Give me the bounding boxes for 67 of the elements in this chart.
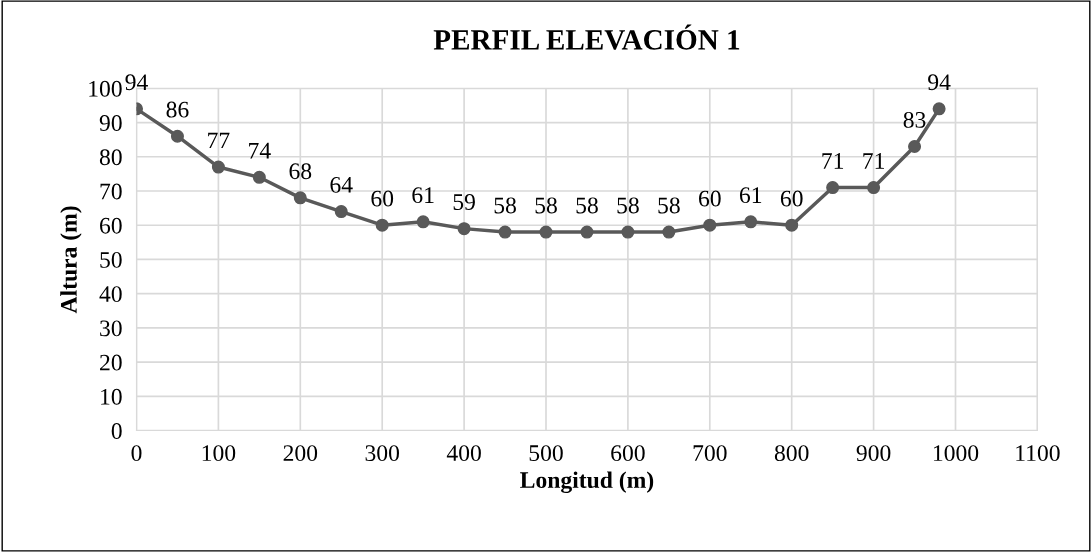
y-tick-label: 100 xyxy=(89,80,122,97)
data-label: 61 xyxy=(739,187,762,204)
point xyxy=(580,225,594,239)
point xyxy=(908,139,922,154)
data-label: 60 xyxy=(699,190,721,207)
data-label: 94 xyxy=(125,74,148,91)
point xyxy=(867,181,881,195)
data-label: 94 xyxy=(928,74,951,91)
data-label: 58 xyxy=(658,197,680,214)
chart-title: PERFIL ELEVACIÓN 1 xyxy=(433,24,740,50)
x-tick-label: 1100 xyxy=(1016,445,1060,462)
x-tick-label: 900 xyxy=(856,445,891,462)
data-label: 74 xyxy=(249,142,271,159)
data-label: 61 xyxy=(412,187,434,204)
y-tick-label: 40 xyxy=(99,286,122,303)
point xyxy=(826,181,840,195)
data-label: 59 xyxy=(453,194,475,210)
data-label: 60 xyxy=(780,190,803,207)
point xyxy=(498,225,512,239)
x-tick-label: 100 xyxy=(202,445,236,462)
x-tick-label: 200 xyxy=(283,445,318,462)
data-label: 58 xyxy=(535,197,557,214)
y-tick-label: 50 xyxy=(100,251,122,268)
y-tick-label: 60 xyxy=(100,217,122,234)
data-label: 64 xyxy=(330,176,353,193)
data-label: 71 xyxy=(822,153,844,169)
point xyxy=(539,225,553,239)
point xyxy=(703,218,717,232)
x-tick-label: 300 xyxy=(365,445,400,462)
x-tick-label: 500 xyxy=(529,445,563,462)
x-axis-title: Longitud (m) xyxy=(520,471,654,494)
point xyxy=(621,225,635,239)
y-tick-label: 0 xyxy=(111,423,122,439)
data-label: 77 xyxy=(208,132,230,149)
point xyxy=(785,218,799,232)
x-tick-label: 0 xyxy=(131,445,142,462)
point xyxy=(211,160,225,174)
point xyxy=(252,170,266,184)
point xyxy=(662,225,676,239)
point xyxy=(334,205,348,219)
data-label: 71 xyxy=(863,153,884,169)
y-tick-label: 90 xyxy=(99,115,122,131)
y-tick-label: 20 xyxy=(100,354,122,371)
data-label: 58 xyxy=(494,197,516,214)
x-tick-label: 400 xyxy=(446,445,481,462)
x-tick-label: 600 xyxy=(611,445,645,462)
data-label: 83 xyxy=(903,111,926,128)
x-tick-label: 1000 xyxy=(933,445,979,462)
data-label: 58 xyxy=(617,197,639,214)
y-tick-label: 70 xyxy=(100,183,122,200)
data-label: 58 xyxy=(576,197,598,214)
x-tick-label: 800 xyxy=(774,445,809,462)
y-axis-title: Altura (m) xyxy=(60,206,82,314)
point xyxy=(170,129,184,143)
point xyxy=(293,191,307,205)
point xyxy=(932,102,946,116)
data-label: 86 xyxy=(166,101,189,118)
x-tick-label: 700 xyxy=(693,445,727,462)
point xyxy=(457,222,471,236)
y-tick-label: 80 xyxy=(99,149,122,166)
point xyxy=(744,215,758,229)
data-label: 68 xyxy=(289,163,312,180)
data-label: 60 xyxy=(371,190,394,207)
point xyxy=(416,215,430,229)
y-tick-label: 10 xyxy=(101,388,122,405)
y-tick-label: 30 xyxy=(100,320,122,337)
point xyxy=(375,218,389,232)
